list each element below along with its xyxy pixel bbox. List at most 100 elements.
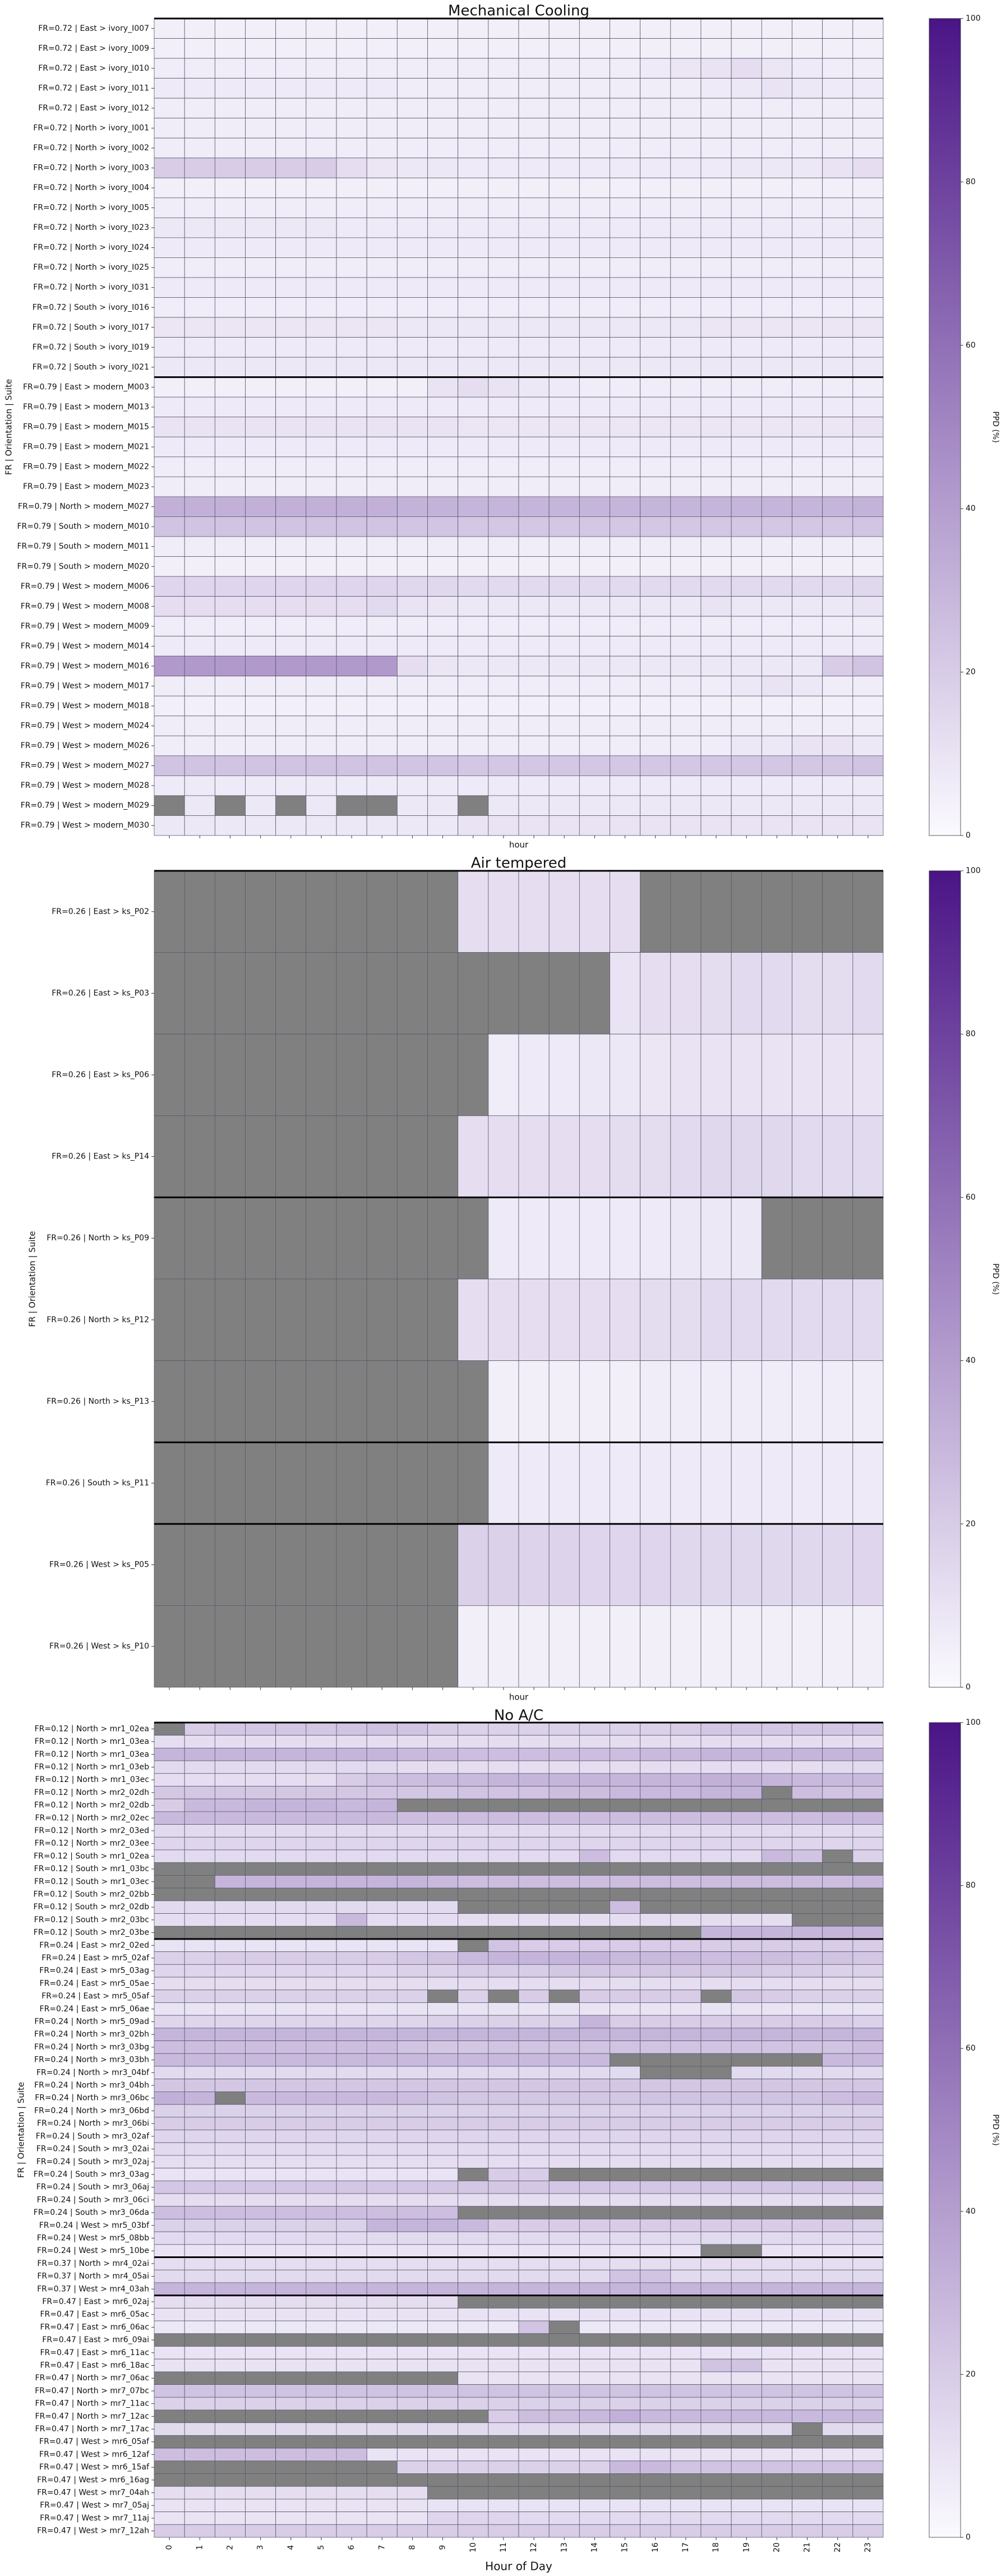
heatmap-cell <box>852 576 884 597</box>
heatmap-cell <box>214 735 246 756</box>
heatmap-cell <box>458 1760 489 1774</box>
heatmap-cell <box>154 2142 185 2156</box>
heatmap-cell <box>184 2117 215 2130</box>
heatmap-cell <box>214 616 246 637</box>
heatmap-cell <box>518 2499 550 2512</box>
heatmap-cell <box>579 2041 610 2054</box>
heatmap-cell <box>366 715 398 736</box>
heatmap-cell <box>154 2486 185 2500</box>
heatmap-cell <box>610 177 641 198</box>
heatmap-cell <box>396 715 428 736</box>
heatmap-cell <box>852 476 884 497</box>
heatmap-cell <box>822 1862 853 1876</box>
heatmap-cell <box>245 78 276 99</box>
heatmap-cell <box>184 277 215 298</box>
heatmap-cell <box>670 1760 702 1774</box>
heatmap-cell <box>761 2104 792 2118</box>
heatmap-cell <box>548 655 580 677</box>
heatmap-cell <box>670 2269 702 2283</box>
heatmap-cell <box>366 98 398 119</box>
heatmap-cell <box>154 1748 185 1761</box>
heatmap-cell <box>154 1938 185 1952</box>
heatmap-cell <box>852 2206 884 2219</box>
heatmap-cell <box>275 1442 307 1525</box>
heatmap-cell <box>488 2295 519 2309</box>
heatmap-cell <box>640 2512 671 2525</box>
heatmap-cell <box>792 2295 823 2309</box>
heatmap-cell <box>579 596 610 617</box>
heatmap-cell <box>275 815 307 836</box>
heatmap-cell <box>518 815 550 836</box>
row-label: FR=0.72 | North > ivory_I024 <box>33 243 149 252</box>
heatmap-cell <box>610 715 641 736</box>
heatmap-cell <box>761 2435 792 2449</box>
x-axis-label: Hour of Day <box>485 2560 552 2573</box>
heatmap-cell <box>548 1887 580 1901</box>
heatmap-cell <box>184 1605 215 1688</box>
heatmap-cell <box>731 297 762 318</box>
heatmap-cell <box>488 456 519 477</box>
heatmap-cell <box>761 755 792 776</box>
heatmap-cell <box>579 676 610 696</box>
heatmap-cell <box>396 1197 428 1280</box>
heatmap-cell <box>700 2130 732 2143</box>
heatmap-cell <box>458 1773 489 1786</box>
heatmap-cell <box>700 58 732 79</box>
heatmap-cell <box>396 18 428 39</box>
heatmap-cell <box>306 516 337 537</box>
heatmap-cell <box>792 2422 823 2436</box>
heatmap-cell <box>184 556 215 577</box>
heatmap-cell <box>184 377 215 398</box>
heatmap-cell <box>640 1033 671 1116</box>
heatmap-cell <box>731 476 762 497</box>
heatmap-cell <box>275 2460 307 2474</box>
heatmap-cell <box>427 1836 459 1850</box>
heatmap-cell <box>731 2041 762 2054</box>
heatmap-cell <box>214 58 246 79</box>
heatmap-cell <box>336 1773 367 1786</box>
heatmap-cell <box>306 1760 337 1774</box>
heatmap-cell <box>366 118 398 139</box>
row-label: FR=0.26 | East > ks_P06 <box>52 1070 149 1079</box>
heatmap-cell <box>792 1989 823 2003</box>
heatmap-cell <box>822 2384 853 2398</box>
heatmap-cell <box>670 436 702 458</box>
heatmap-cell <box>488 2053 519 2067</box>
row-label: FR=0.47 | East > mr6_05ac <box>40 2310 149 2319</box>
heatmap-cell <box>458 158 489 178</box>
heatmap-cell <box>640 775 671 796</box>
heatmap-cell <box>792 2066 823 2080</box>
heatmap-cell <box>366 2435 398 2449</box>
heatmap-cell <box>548 735 580 756</box>
heatmap-cell <box>548 1900 580 1914</box>
heatmap-cell <box>579 38 610 59</box>
heatmap-cell <box>154 1760 185 1774</box>
heatmap-cell <box>852 2295 884 2309</box>
heatmap-cell <box>458 2333 489 2347</box>
row-label: FR=0.24 | West > mr5_08bb <box>37 2233 149 2242</box>
heatmap-cell <box>154 556 185 577</box>
heatmap-cell <box>336 2193 367 2207</box>
heatmap-cell <box>852 1900 884 1914</box>
heatmap-cell <box>184 1887 215 1901</box>
row-label: FR=0.24 | North > mr3_03bg <box>34 2043 149 2052</box>
heatmap-cell <box>792 2486 823 2500</box>
heatmap-cell <box>488 2333 519 2347</box>
heatmap-cell <box>700 1033 732 1116</box>
heatmap-cell <box>214 1875 246 1889</box>
heatmap-cell <box>275 2015 307 2029</box>
heatmap-cell <box>670 476 702 497</box>
x-tick-label: 22 <box>833 2542 842 2552</box>
heatmap-cell <box>700 536 732 557</box>
heatmap-cell <box>184 870 215 953</box>
heatmap-cell <box>306 2320 337 2334</box>
heatmap-cell <box>579 2435 610 2449</box>
heatmap-cell <box>548 2168 580 2181</box>
heatmap-cell <box>670 1811 702 1825</box>
heatmap-cell <box>731 496 762 517</box>
heatmap-cell <box>306 2130 337 2143</box>
heatmap-cell <box>275 755 307 776</box>
heatmap-cell <box>154 1900 185 1914</box>
heatmap-cell <box>852 1524 884 1606</box>
